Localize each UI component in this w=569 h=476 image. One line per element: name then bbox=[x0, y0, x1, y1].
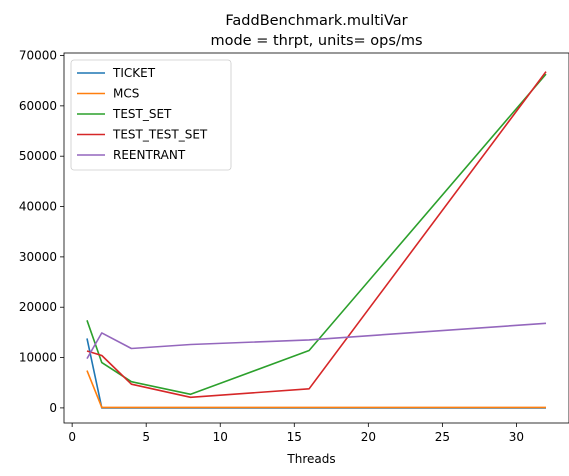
chart-subtitle: mode = thrpt, units= ops/ms bbox=[210, 33, 422, 49]
plot-frame bbox=[63, 52, 569, 424]
y-tick-label: 0 bbox=[49, 401, 57, 415]
chart-title: FaddBenchmark.multiVar bbox=[225, 13, 407, 29]
y-tick-label: 70000 bbox=[19, 49, 57, 63]
x-tick-label: 30 bbox=[509, 430, 524, 444]
legend-label: TEST_TEST_SET bbox=[112, 128, 208, 142]
legend-box bbox=[70, 59, 232, 171]
y-tick-label: 20000 bbox=[19, 300, 57, 314]
series-line-mcs bbox=[86, 370, 546, 409]
series-line-reentrant bbox=[86, 322, 547, 359]
x-tick-label: 15 bbox=[287, 430, 302, 444]
x-tick-label: 0 bbox=[68, 430, 76, 444]
x-tick-label: 25 bbox=[435, 430, 450, 444]
x-tick-label: 10 bbox=[213, 430, 228, 444]
x-tick-label: 20 bbox=[361, 430, 376, 444]
series-lines bbox=[86, 71, 547, 409]
x-tick-label: 5 bbox=[142, 430, 150, 444]
x-axis-ticks: 0 5 10 15 20 25 30 bbox=[68, 423, 524, 444]
x-axis-label: Threads bbox=[286, 452, 335, 466]
series-line-test-test-set bbox=[86, 71, 547, 399]
legend-label: MCS bbox=[113, 87, 139, 101]
y-tick-label: 60000 bbox=[19, 99, 57, 113]
legend: TICKET MCS TEST_SET TEST_TEST_SET REENTRANT bbox=[70, 59, 232, 171]
legend-label: TEST_SET bbox=[112, 107, 172, 121]
y-tick-label: 50000 bbox=[19, 149, 57, 163]
legend-label: REENTRANT bbox=[113, 148, 186, 162]
y-tick-label: 40000 bbox=[19, 200, 57, 214]
y-tick-label: 30000 bbox=[19, 250, 57, 264]
y-axis-ticks: 0 10000 20000 30000 40000 50000 60000 70000 bbox=[19, 49, 64, 415]
y-tick-label: 10000 bbox=[19, 351, 57, 365]
legend-label: TICKET bbox=[112, 66, 156, 80]
